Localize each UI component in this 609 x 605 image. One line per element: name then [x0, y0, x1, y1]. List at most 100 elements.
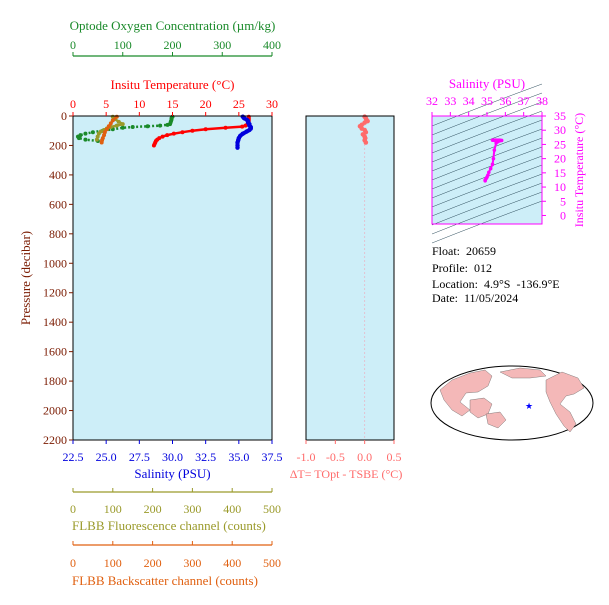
salinity-point [244, 129, 249, 134]
oxygen-point [83, 131, 88, 136]
temperature-tick-label: 25 [233, 97, 245, 111]
delta-t-series [357, 114, 370, 440]
oxygen-tick-label: 0 [70, 38, 76, 52]
ts-point [488, 166, 493, 171]
salinity-tick-label: 35.0 [228, 450, 249, 464]
ts-temperature-tick-label: 0 [560, 208, 566, 222]
salinity-tick-label: 25.0 [96, 450, 117, 464]
ts-isoline [431, 128, 543, 172]
profile-series [75, 114, 253, 150]
world-map: ★ [430, 365, 594, 441]
oxygen-point [145, 124, 150, 129]
ts-isoline [431, 182, 543, 226]
temperature-point [223, 125, 228, 130]
oxygen-point [76, 136, 81, 141]
backscatter-tick-label: 100 [104, 556, 122, 570]
ts-temperature-tick-label: 35 [554, 109, 566, 123]
ts-isoline [431, 119, 543, 163]
map-land [439, 367, 585, 433]
delta-t-tick-label: 0.5 [387, 450, 402, 464]
oxygen-point [90, 130, 95, 135]
ts-salinity-axis-label: Salinity (PSU) [449, 76, 525, 91]
fluorescence-tick-label: 500 [263, 502, 281, 516]
oxygen-point [165, 122, 170, 127]
oxygen-point [120, 125, 125, 130]
oxygen-tick-label: 100 [114, 38, 132, 52]
ts-point [490, 162, 495, 167]
salinity-tick-label: 37.5 [262, 450, 283, 464]
ts-plot-area [432, 116, 542, 224]
ts-isoline [431, 173, 543, 217]
ts-isoline [431, 146, 543, 190]
backscatter-point [114, 114, 119, 119]
fluorescence-tick-label: 0 [70, 502, 76, 516]
ts-point [490, 138, 495, 142]
ts-salinity-tick-label: 35 [481, 94, 493, 108]
temperature-tick-label: 5 [103, 97, 109, 111]
temperature-tick-label: 20 [200, 97, 212, 111]
oxygen-tick-label: 300 [213, 38, 231, 52]
backscatter-point [106, 124, 111, 129]
date-info: Date: 11/05/2024 [432, 291, 519, 305]
pressure-tick-label: 400 [49, 168, 67, 182]
backscatter-point [110, 118, 115, 123]
pressure-tick-label: 1000 [43, 256, 67, 270]
oxygen-point [130, 125, 135, 130]
ts-isoline [431, 191, 543, 235]
temperature-tick-label: 30 [266, 97, 278, 111]
pressure-tick-label: 200 [49, 138, 67, 152]
ts-salinity-tick-label: 38 [536, 94, 548, 108]
temperature-tick-label: 10 [133, 97, 145, 111]
map-location-star: ★ [525, 402, 533, 412]
ts-salinity-tick-label: 36 [499, 94, 511, 108]
fluorescence-point [120, 122, 125, 127]
backscatter-axis-label: FLBB Backscatter channel (counts) [72, 573, 258, 588]
fluorescence-tick-label: 200 [144, 502, 162, 516]
backscatter-tick-label: 500 [263, 556, 281, 570]
fluorescence-tick-label: 400 [223, 502, 241, 516]
temperature-tick-label: 0 [70, 97, 76, 111]
salinity-axis-label: Salinity (PSU) [134, 466, 210, 481]
temperature-point [151, 143, 156, 148]
oxygen-tick-label: 400 [263, 38, 281, 52]
salinity-point [235, 145, 240, 150]
pressure-tick-label: 800 [49, 227, 67, 241]
float-info: Float: 20659 [432, 244, 497, 258]
ts-point [492, 148, 497, 152]
pressure-axis-label: Pressure (decibar) [18, 231, 33, 325]
ts-isoline [431, 83, 543, 127]
temperature-point [171, 131, 176, 136]
ts-temperature-tick-label: 25 [554, 137, 566, 151]
temperature-point [180, 130, 185, 135]
fluorescence-point [116, 119, 121, 124]
ts-diagram-panel: 32 33 34 35 36 37 38 Salinity (PSU) 051015202530… [426, 76, 586, 244]
profile-plot-area [73, 116, 272, 440]
backscatter-tick-label: 400 [223, 556, 241, 570]
backscatter-tick-label: 0 [70, 556, 76, 570]
oxygen-axis-label: Optode Oxygen Concentration (µm/kg) [70, 18, 276, 33]
ts-point [491, 156, 496, 161]
ts-temperature-tick-label: 30 [554, 123, 566, 137]
pressure-tick-label: 0 [61, 109, 67, 123]
profile-panel: 0200400600800100012001400160018002000220… [18, 18, 283, 588]
pressure-tick-label: 600 [49, 197, 67, 211]
fluorescence-tick-label: 300 [183, 502, 201, 516]
ts-isoline [431, 137, 543, 181]
oxygen-tick-label: 200 [164, 38, 182, 52]
profile-axes: 0200400600800100012001400160018002000220… [18, 18, 283, 588]
location-info: Location: 4.9°S -136.9°E [432, 277, 560, 291]
profile-info: Profile: 012 [432, 261, 492, 275]
salinity-tick-label: 27.5 [129, 450, 150, 464]
fluorescence-axis-label: FLBB Fluorescence channel (counts) [72, 518, 266, 533]
delta-t-panel: -1.0 -0.5 0.0 0.5 ΔT= TOpt - TSBE (°C) [290, 114, 402, 481]
ts-salinity-tick-label: 32 [426, 94, 438, 108]
ts-point [487, 170, 491, 175]
temperature-point [165, 133, 170, 138]
ts-temperature-tick-label: 5 [560, 194, 566, 208]
delta-t-tick-label: -0.5 [326, 450, 345, 464]
temperature-point [160, 134, 165, 139]
delta-t-plot-frame [305, 115, 395, 441]
temperature-tick-label: 15 [167, 97, 179, 111]
ts-isoline [431, 200, 543, 244]
